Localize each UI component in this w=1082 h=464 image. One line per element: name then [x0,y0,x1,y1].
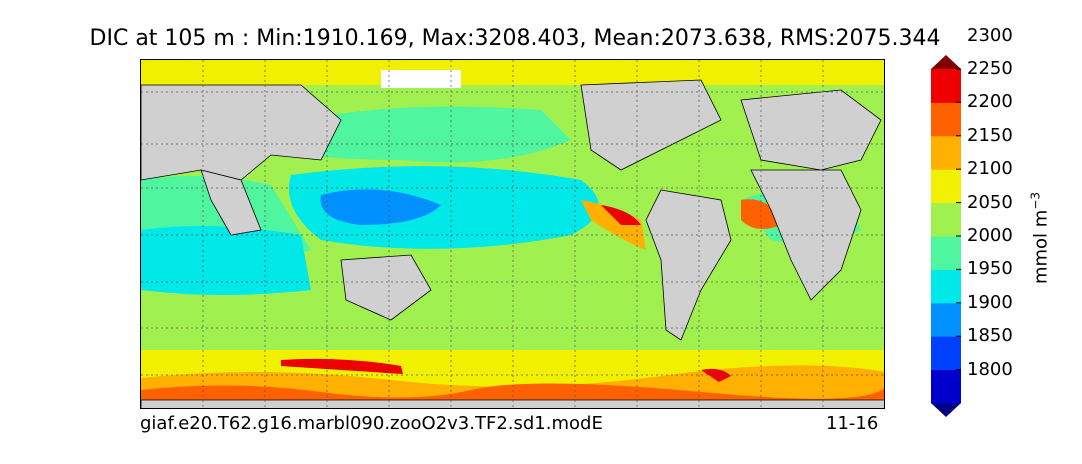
units-exponent: −3 [1028,191,1043,210]
peru-upwelling-orange [581,200,646,250]
north-pacific-green [281,106,571,163]
plot-title: DIC at 105 m : Min:1910.169, Max:3208.40… [89,26,941,51]
colorbar-tick-label: 2200 [967,91,1013,113]
colorbar-segment [931,269,961,304]
land-south-america [645,189,732,341]
colorbar-tick-label: 1950 [967,258,1013,280]
benguela-upwelling [741,199,781,229]
colorbar-segment [931,369,961,404]
peru-upwelling-red [601,205,641,225]
arctic-sea-ice [381,70,461,88]
colorbar-segment [931,336,961,371]
colorbar-tick-label: 2100 [967,158,1013,180]
colorbar-tick-label: 2250 [967,58,1013,79]
colorbar-segment [931,202,961,237]
colorbar-extend-max [931,55,961,69]
colorbar-segment [931,102,961,137]
land-india [200,169,262,236]
map-panel [140,59,885,409]
ocean-dic-map [141,60,884,408]
colorbar-tick-label: 1900 [967,291,1013,313]
drake-red-patch [701,368,731,382]
colorbar-segment [931,302,961,337]
colorbar-tick-label: 1800 [967,358,1013,380]
units-text: mmol m [1030,209,1052,285]
colorbar-segment [931,236,961,270]
colorbar-segment [931,169,961,204]
tropical-pacific-cyan [289,166,599,249]
colorbar-segment [931,135,961,170]
land-asia [141,84,342,181]
colorbar-tick-label: 1850 [967,325,1013,347]
colorbar-tick-label: 2050 [967,191,1013,213]
land-australia [340,254,432,321]
colorbar [931,55,961,417]
colorbar-extend-min [931,403,961,417]
colorbar-tick-label: 2150 [967,124,1013,146]
colorbar-tick-label: 2000 [967,225,1013,246]
southern-red-patch [281,358,403,374]
land-north-america [580,79,722,171]
colorbar-tick-marks [956,68,961,371]
map-gridlines [141,60,884,408]
colorbar-segments [931,55,961,417]
colorbar-segment [931,69,961,103]
colorbar-tick-label: 2300 [967,24,1013,46]
indian-ocean-cyan [141,226,311,295]
colorbar-units-label: mmol m−3 [1029,192,1052,284]
warm-pool-blue [320,189,441,225]
case-name-label: giaf.e20.T62.g16.marbl090.zooO2v3.TF2.sd… [140,413,603,434]
years-label: 11-16 [826,413,879,434]
continents [141,79,884,408]
